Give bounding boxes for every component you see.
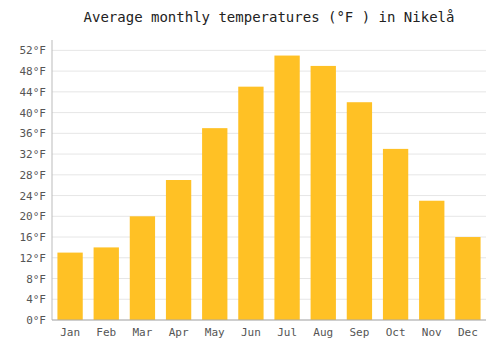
x-tick-label: Jul <box>277 326 297 339</box>
x-tick-label: Oct <box>386 326 406 339</box>
grid-line <box>52 91 486 92</box>
bar <box>202 128 227 320</box>
x-tick-label: Jan <box>60 326 80 339</box>
bar <box>347 102 372 320</box>
bars <box>57 56 480 320</box>
x-tick-label: Mar <box>132 326 152 339</box>
x-axis-line <box>52 320 486 321</box>
y-axis: 0°F 4°F 8°F 12°F 16°F 20°F 24°F 28°F 32°F 36°F 40°… <box>20 40 53 327</box>
y-tick-label: 48°F <box>20 65 47 78</box>
y-tick-label: 20°F <box>20 210 47 223</box>
x-tick-label: May <box>205 326 225 339</box>
x-tick-label: Feb <box>96 326 116 339</box>
y-tick-label: 28°F <box>20 169 47 182</box>
bar <box>455 237 480 320</box>
x-tick-label: Nov <box>422 326 442 339</box>
bar <box>94 247 119 320</box>
grid <box>52 50 486 320</box>
y-tick-label: 24°F <box>20 190 47 203</box>
y-tick-label: 0°F <box>26 314 46 327</box>
y-tick-label: 32°F <box>20 148 47 161</box>
bar <box>57 253 82 320</box>
y-tick-label: 52°F <box>20 44 47 57</box>
x-tick-label: Sep <box>349 326 369 339</box>
bar <box>311 66 336 320</box>
bar <box>166 180 191 320</box>
x-axis: Jan Feb Mar Apr May Jun Jul Aug Sep Oct Nov Dec <box>52 320 486 339</box>
y-tick-label: 40°F <box>20 107 47 120</box>
y-tick-label: 16°F <box>20 231 47 244</box>
y-axis-line <box>52 40 53 320</box>
bar <box>274 56 299 320</box>
y-tick-label: 8°F <box>26 273 46 286</box>
x-tick-label: Jun <box>241 326 261 339</box>
grid-line <box>52 195 486 196</box>
title: Average monthly temperatures (°F ) in Ni… <box>84 9 455 25</box>
y-tick-label: 36°F <box>20 127 47 140</box>
bar <box>383 149 408 320</box>
y-tick-label: 4°F <box>26 293 46 306</box>
grid-line <box>52 112 486 113</box>
grid-line <box>52 154 486 155</box>
bar <box>419 201 444 320</box>
bar <box>238 87 263 320</box>
chart: Average monthly temperatures (°F ) in Ni… <box>0 0 500 350</box>
y-tick-label: 44°F <box>20 86 47 99</box>
grid-line <box>52 50 486 51</box>
x-tick-label: Aug <box>313 326 333 339</box>
grid-line <box>52 320 486 321</box>
x-tick-label: Apr <box>169 326 189 339</box>
bar <box>130 216 155 320</box>
grid-line <box>52 71 486 72</box>
y-tick-label: 12°F <box>20 252 47 265</box>
grid-line <box>52 174 486 175</box>
x-tick-label: Dec <box>458 326 478 339</box>
grid-line <box>52 133 486 134</box>
